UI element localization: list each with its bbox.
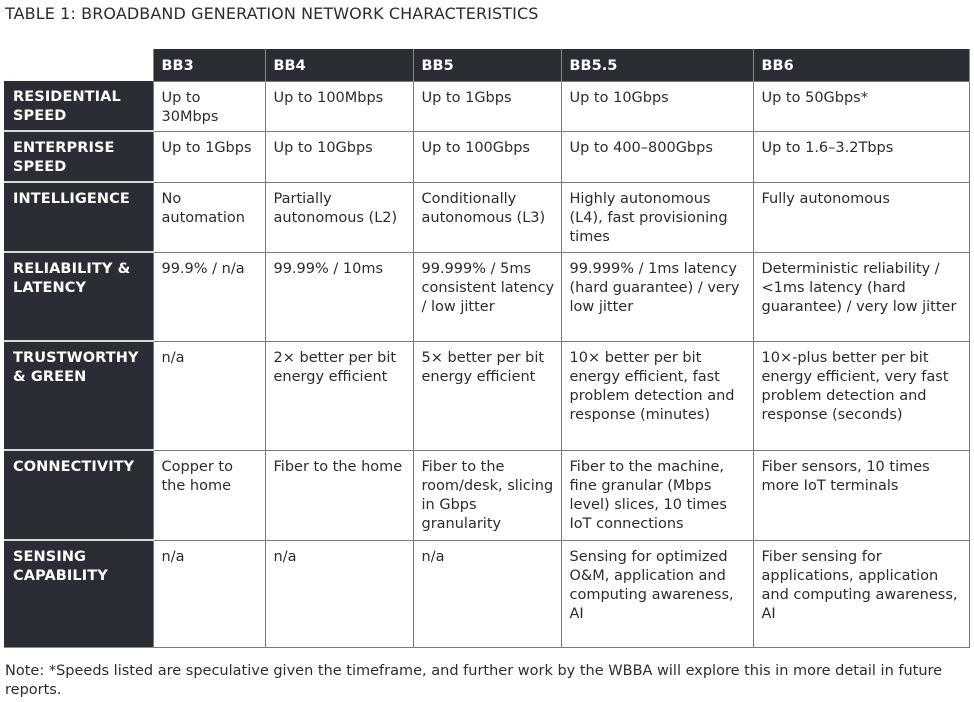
table-cell: Deterministic reliability / <1ms latency… <box>752 251 970 342</box>
table-cell: Up to 50Gbps* <box>752 80 970 132</box>
table-cell: Conditionally autonomous (L3) <box>412 181 562 253</box>
table-cell: Fiber sensors, 10 times more IoT termina… <box>752 449 970 541</box>
table-cell: Fiber to the home <box>264 449 414 541</box>
column-header-bb6: BB6 <box>752 49 970 81</box>
table-cell: Up to 1Gbps <box>412 80 562 132</box>
table-row-enterprise-speed: ENTERPRISE SPEED Up to 1Gbps Up to 10Gbp… <box>4 130 970 184</box>
table-cell: Up to 1.6–3.2Tbps <box>752 130 970 183</box>
table-row-intelligence: INTELLIGENCE No automation Partially aut… <box>4 181 970 254</box>
column-header-bb5: BB5 <box>412 49 562 81</box>
corner-cell <box>4 49 153 81</box>
table-cell: Up to 1Gbps <box>152 130 266 183</box>
table-cell: n/a <box>152 539 266 648</box>
table-cell: 99.999% / 5ms consistent latency / low j… <box>412 251 562 342</box>
table-row-connectivity: CONNECTIVITY Copper to the home Fiber to… <box>4 449 970 542</box>
column-header-bb4: BB4 <box>264 49 414 81</box>
row-header: ENTERPRISE SPEED <box>4 131 153 184</box>
table-cell: 10× better per bit energy efficient, fas… <box>560 340 754 451</box>
table-cell: Up to 400–800Gbps <box>560 130 754 183</box>
column-header-bb3: BB3 <box>152 49 266 81</box>
table-cell: 99.9% / n/a <box>152 251 266 342</box>
table-cell: Fiber sensing for applications, applicat… <box>752 539 970 648</box>
table-row-residential-speed: RESIDENTIAL SPEED Up to 30Mbps Up to 100… <box>4 80 970 133</box>
table-cell: Up to 100Mbps <box>264 80 414 132</box>
table-cell: Up to 10Gbps <box>264 130 414 183</box>
broadband-generation-table: BB3 BB4 BB5 BB5.5 BB6 RESIDENTIAL SPEED … <box>4 49 970 648</box>
table-cell: Up to 10Gbps <box>560 80 754 132</box>
table-cell: Fully autonomous <box>752 181 970 253</box>
table-title: TABLE 1: BROADBAND GENERATION NETWORK CH… <box>5 4 539 23</box>
table-row-trustworthy-green: TRUSTWORTHY & GREEN n/a 2× better per bi… <box>4 340 970 452</box>
table-cell: Up to 100Gbps <box>412 130 562 183</box>
table-cell: No automation <box>152 181 266 253</box>
table-cell: 99.99% / 10ms <box>264 251 414 342</box>
table-cell: n/a <box>412 539 562 648</box>
table-cell: n/a <box>264 539 414 648</box>
table-cell: Up to 30Mbps <box>152 80 266 132</box>
row-header: SENSING CAPABILITY <box>4 540 153 648</box>
table-cell: n/a <box>152 340 266 451</box>
table-row-reliability-latency: RELIABILITY & LATENCY 99.9% / n/a 99.99%… <box>4 251 970 343</box>
table-cell: 2× better per bit energy efficient <box>264 340 414 451</box>
table-row-sensing-capability: SENSING CAPABILITY n/a n/a n/a Sensing f… <box>4 539 970 648</box>
table-cell: Highly autonomous (L4), fast provisionin… <box>560 181 754 253</box>
table-cell: Fiber to the machine, fine granular (Mbp… <box>560 449 754 541</box>
table-cell: Fiber to the room/desk, slicing in Gbps … <box>412 449 562 541</box>
table-cell: 10×-plus better per bit energy efficient… <box>752 340 970 451</box>
row-header: INTELLIGENCE <box>4 182 153 254</box>
row-header: RELIABILITY & LATENCY <box>4 252 153 343</box>
row-header: CONNECTIVITY <box>4 450 153 542</box>
table-cell: Sensing for optimized O&M, application a… <box>560 539 754 648</box>
row-header: TRUSTWORTHY & GREEN <box>4 341 153 452</box>
row-header: RESIDENTIAL SPEED <box>4 81 153 133</box>
column-header-bb5-5: BB5.5 <box>560 49 754 81</box>
table-cell: 5× better per bit energy efficient <box>412 340 562 451</box>
footnote: Note: *Speeds listed are speculative giv… <box>5 663 943 698</box>
header-row: BB3 BB4 BB5 BB5.5 BB6 <box>4 49 970 81</box>
table-cell: Copper to the home <box>152 449 266 541</box>
table-cell: 99.999% / 1ms latency (hard guarantee) /… <box>560 251 754 342</box>
table-cell: Partially autonomous (L2) <box>264 181 414 253</box>
